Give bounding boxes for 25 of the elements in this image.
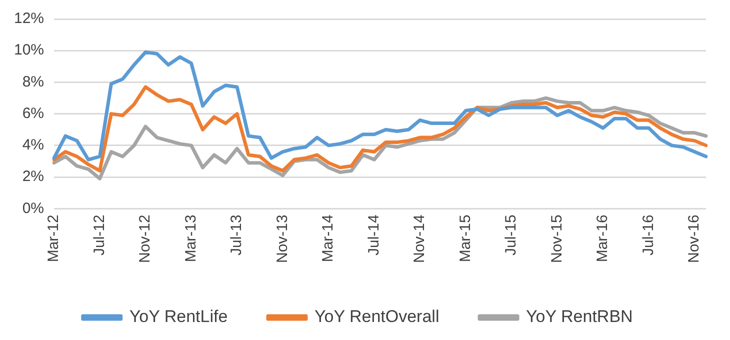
x-tick-label: Jul-16 — [640, 214, 657, 256]
y-tick-label: 2% — [22, 168, 44, 186]
x-tick-label: Nov-16 — [686, 214, 703, 264]
x-tick-label: Nov-12 — [136, 214, 154, 264]
legend-label: YoY RentOverall — [314, 307, 440, 326]
x-tick-label: Jul-15 — [502, 214, 520, 256]
x-tick-label: Mar-14 — [320, 214, 337, 262]
x-tick-label: Jul-13 — [228, 214, 246, 256]
legend-label: YoY RentRBN — [526, 307, 633, 326]
x-tick-label: Mar-16 — [594, 214, 612, 262]
y-tick-label: 10% — [14, 42, 44, 59]
y-tick-label: 8% — [22, 73, 44, 90]
x-tick-label: Nov-13 — [274, 214, 291, 264]
legend-label: YoY RentLife — [129, 307, 228, 326]
y-tick-label: 0% — [22, 200, 44, 217]
y-tick-label: 6% — [22, 104, 44, 122]
y-tick-label: 12% — [14, 10, 44, 28]
x-tick-label: Mar-13 — [182, 214, 200, 262]
x-tick-label: Nov-15 — [548, 214, 566, 264]
x-tick-label: Nov-14 — [411, 214, 428, 264]
x-tick-label: Mar-12 — [45, 214, 62, 262]
x-tick-label: Jul-12 — [90, 214, 108, 256]
x-tick-label: Jul-14 — [365, 214, 382, 256]
y-tick-label: 4% — [22, 136, 44, 154]
x-tick-label: Mar-15 — [456, 214, 474, 262]
